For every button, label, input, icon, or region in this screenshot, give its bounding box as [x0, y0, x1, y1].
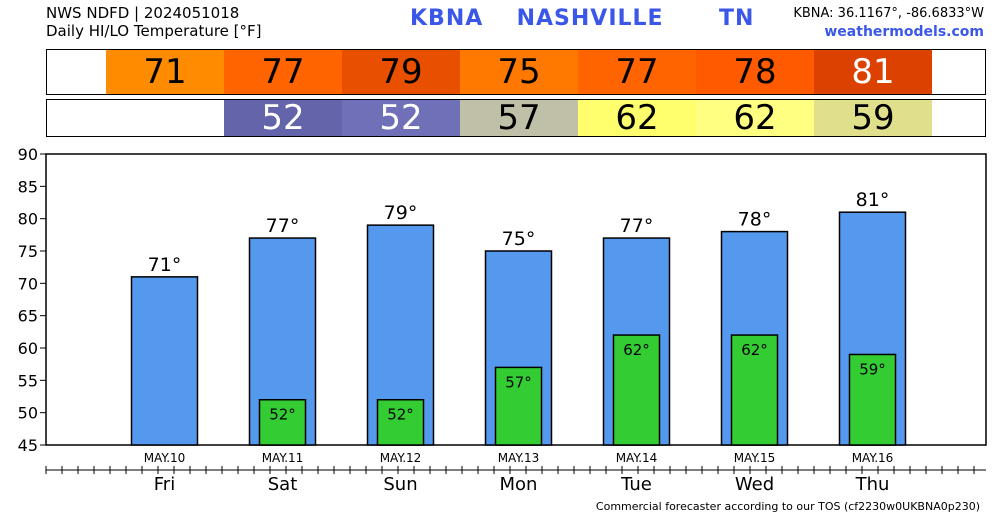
day-label: Fri [154, 474, 175, 495]
lo-bar-label: 59° [859, 360, 886, 378]
hi-bar-label: 81° [856, 189, 890, 211]
day-label: Wed [735, 474, 774, 495]
hi-bar-label: 79° [384, 202, 418, 224]
day-label: Sat [268, 474, 298, 495]
date-label: MAY.14 [616, 451, 658, 465]
y-tick-label: 80 [18, 210, 38, 229]
lo-bar [494, 366, 543, 446]
hi-temp-cell: 78 [696, 50, 814, 94]
lo-bar [848, 353, 897, 446]
lo-bar [258, 398, 307, 446]
y-tick-label: 70 [18, 274, 38, 293]
site-link[interactable]: weathermodels.com [824, 24, 984, 40]
lo-bar-label: 62° [741, 341, 768, 359]
date-label: MAY.13 [498, 451, 540, 465]
hi-bar-label: 77° [266, 215, 300, 237]
lo-temp-cell: 62 [696, 98, 814, 138]
chart-title: NWS NDFD | 2024051018 Daily HI/LO Temper… [46, 4, 262, 40]
city-name: NASHVILLE [516, 6, 664, 31]
station-code: KBNA [410, 6, 484, 31]
hi-temperature-strip: 71 77 79 75 77 78 81 [46, 49, 986, 95]
y-tick-label: 55 [18, 371, 38, 390]
y-tick-label: 50 [18, 404, 38, 423]
day-label: Tue [620, 474, 652, 495]
hi-temp-cell: 77 [578, 50, 696, 94]
day-label: Thu [855, 474, 890, 495]
lo-temperature-strip: 52 52 57 62 62 59 [46, 98, 986, 138]
date-label: MAY.12 [380, 451, 422, 465]
lo-bar [730, 334, 779, 446]
variable-label: Daily HI/LO Temperature [°F] [46, 22, 262, 40]
day-label: Mon [500, 474, 538, 495]
model-run-label: NWS NDFD | 2024051018 [46, 4, 240, 22]
hi-bar-label: 71° [148, 254, 182, 276]
lo-temp-cell: 52 [342, 98, 460, 138]
hi-bar-label: 78° [738, 209, 772, 231]
lo-bar-label: 62° [623, 341, 650, 359]
date-label: MAY.10 [144, 451, 186, 465]
footer-note: Commercial forecaster according to our T… [595, 500, 980, 513]
hi-temp-cell: 77 [224, 50, 342, 94]
hi-temp-cell: 79 [342, 50, 460, 94]
date-label: MAY.11 [262, 451, 304, 465]
lo-temp-cell: 57 [460, 98, 578, 138]
y-tick-label: 90 [18, 145, 38, 164]
lo-temp-cell: 62 [578, 98, 696, 138]
y-tick-label: 65 [18, 307, 38, 326]
location-title: KBNA NASHVILLE TN [410, 6, 754, 31]
hi-temp-cell: 71 [106, 50, 224, 94]
lo-temp-cell: 59 [814, 98, 932, 138]
y-tick-label: 75 [18, 242, 38, 261]
lo-bar [376, 398, 425, 446]
date-label: MAY.16 [852, 451, 894, 465]
hi-temp-cell: 75 [460, 50, 578, 94]
lo-temp-cell [106, 100, 224, 136]
lo-bar-label: 52° [269, 406, 296, 424]
station-info: KBNA: 36.1167°, -86.6833°W weathermodels… [793, 5, 984, 41]
y-tick-label: 45 [18, 436, 38, 455]
lo-bar-label: 52° [387, 406, 414, 424]
day-label: Sun [383, 474, 417, 495]
state-code: TN [718, 6, 755, 31]
coordinates-label: KBNA: 36.1167°, -86.6833°W [793, 6, 984, 21]
hi-bar-label: 77° [620, 215, 654, 237]
lo-temp-cell: 52 [224, 98, 342, 138]
lo-bar-label: 57° [505, 373, 532, 391]
lo-bar [612, 334, 661, 446]
y-tick-label: 85 [18, 177, 38, 196]
hi-bar [130, 276, 199, 446]
hi-bar-label: 75° [502, 228, 536, 250]
hi-temp-cell: 81 [814, 50, 932, 94]
y-tick-label: 60 [18, 339, 38, 358]
date-label: MAY.15 [734, 451, 776, 465]
